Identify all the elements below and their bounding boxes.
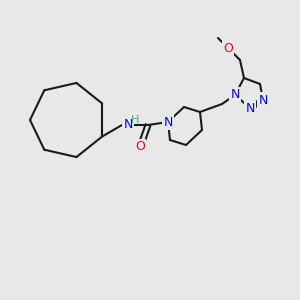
Text: O: O [223,41,233,55]
Text: O: O [135,140,145,154]
Text: N: N [163,116,173,128]
Text: N: N [230,88,240,101]
Text: N: N [123,118,133,131]
Text: H: H [131,115,139,125]
Text: N: N [258,94,268,106]
Text: N: N [245,101,255,115]
